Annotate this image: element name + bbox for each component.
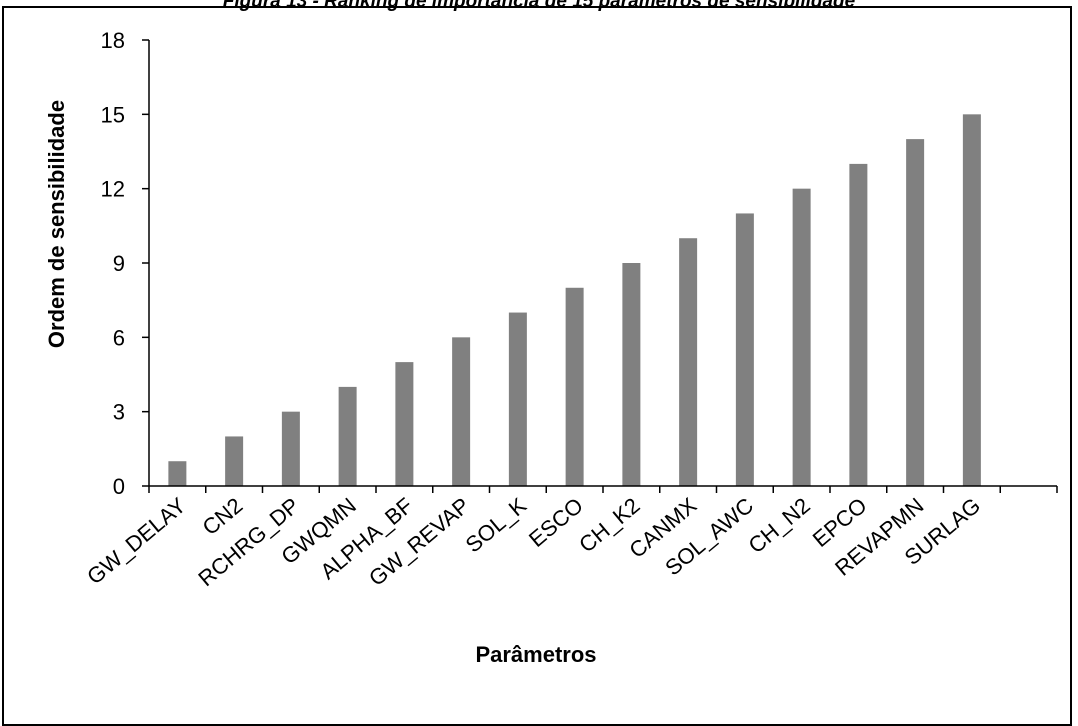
bar-chart: 0 3 6 9 12 15 18 GW_DELAY CN2RCHRG_DPGWQMNALPHA… [44,28,1058,667]
bar-gwqmn [338,386,357,486]
bars [168,114,981,486]
y-tick-label: 3 [113,400,125,425]
bar-cn2 [225,436,244,486]
bar-canmx [679,238,698,486]
bar-sol-awc [735,213,754,486]
y-tick-label: 18 [101,28,125,53]
x-tick-label: GW_DELAY [82,492,191,589]
x-axis-title: Parâmetros [475,642,596,667]
bar-alpha-bf [395,362,414,486]
y-tick-label: 6 [113,325,125,350]
axis-ticks [142,39,1058,493]
y-axis-title: Ordem de sensibilidade [44,100,69,348]
x-tick-label: CH_N2 [744,493,815,559]
bar-ch-k2 [622,263,641,486]
bar-surlag [962,114,981,486]
bar-esco [565,287,584,486]
x-tick-labels: GW_DELAY CN2RCHRG_DPGWQMNALPHA_BFGW_REVAP… [82,492,985,591]
bar-ch-n2 [792,188,811,486]
y-tick-label: 0 [113,474,125,499]
y-tick-label: 9 [113,251,125,276]
bar-revapmn [906,139,925,486]
bar-gw-revap [452,337,471,486]
y-tick-label: 12 [101,177,125,202]
bar-rchrg-dp [281,411,300,486]
y-tick-label: 15 [101,102,125,127]
bar-epco [849,163,868,486]
bar-gw-delay [168,461,187,486]
bar-sol-k [508,312,527,486]
x-tick-label: SOL_K [461,492,532,557]
y-tick-labels: 0 3 6 9 12 15 18 [101,28,125,499]
